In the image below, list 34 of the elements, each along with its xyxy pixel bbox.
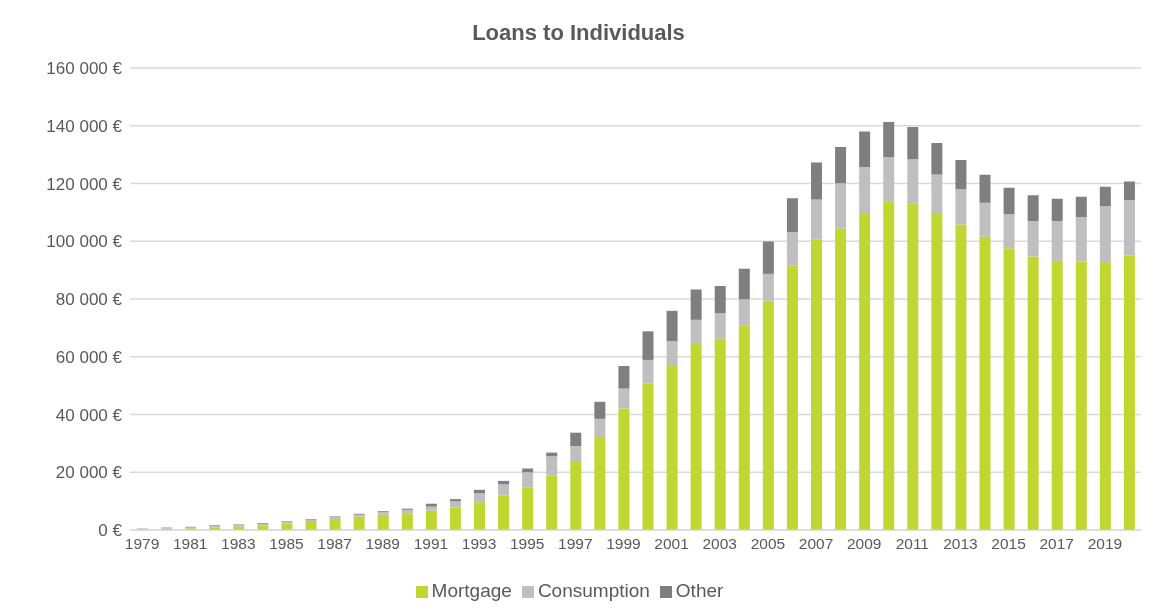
x-tick-label: 2005: [750, 535, 786, 553]
x-tick-label: 2011: [895, 535, 929, 553]
x-tick-label: 1979: [124, 535, 160, 553]
y-tick-label: 100 000 €: [46, 232, 123, 252]
x-tick-label: 2017: [1039, 535, 1074, 553]
chart-title: Loans to Individuals: [471, 19, 686, 47]
y-tick-label: 140 000 €: [46, 116, 123, 136]
x-tick-label: 1995: [509, 535, 545, 553]
x-tick-label: 1987: [317, 535, 352, 553]
legend-label: Consumption: [537, 580, 650, 601]
y-tick-label: 80 000 €: [55, 290, 123, 310]
x-tick-label: 2015: [991, 535, 1026, 553]
x-tick-label: 1985: [269, 535, 304, 553]
y-tick-label: 120 000 €: [46, 174, 123, 194]
y-tick-label: 160 000 €: [46, 59, 123, 79]
y-tick-label: 20 000 €: [55, 463, 123, 483]
x-tick-label: 1991: [413, 535, 449, 553]
x-tick-label: 2001: [654, 535, 689, 553]
x-tick-label: 2003: [702, 535, 737, 553]
y-tick-label: 60 000 €: [55, 347, 123, 367]
x-tick-label: 1993: [461, 535, 497, 553]
x-tick-label: 2013: [943, 535, 978, 553]
x-tick-label: 1997: [558, 535, 593, 553]
legend-label: Mortgage: [431, 580, 512, 601]
y-tick-label: 40 000 €: [55, 405, 123, 425]
legend-label: Other: [675, 580, 724, 601]
x-tick-label: 2009: [846, 535, 882, 553]
x-tick-label: 1983: [221, 535, 256, 553]
x-tick-label: 2007: [798, 535, 834, 553]
x-tick-label: 1981: [172, 535, 208, 553]
x-tick-label: 1989: [365, 535, 400, 553]
x-tick-label: 2019: [1087, 535, 1123, 553]
y-tick-label: 0 €: [98, 521, 123, 541]
x-tick-label: 1999: [606, 535, 641, 553]
